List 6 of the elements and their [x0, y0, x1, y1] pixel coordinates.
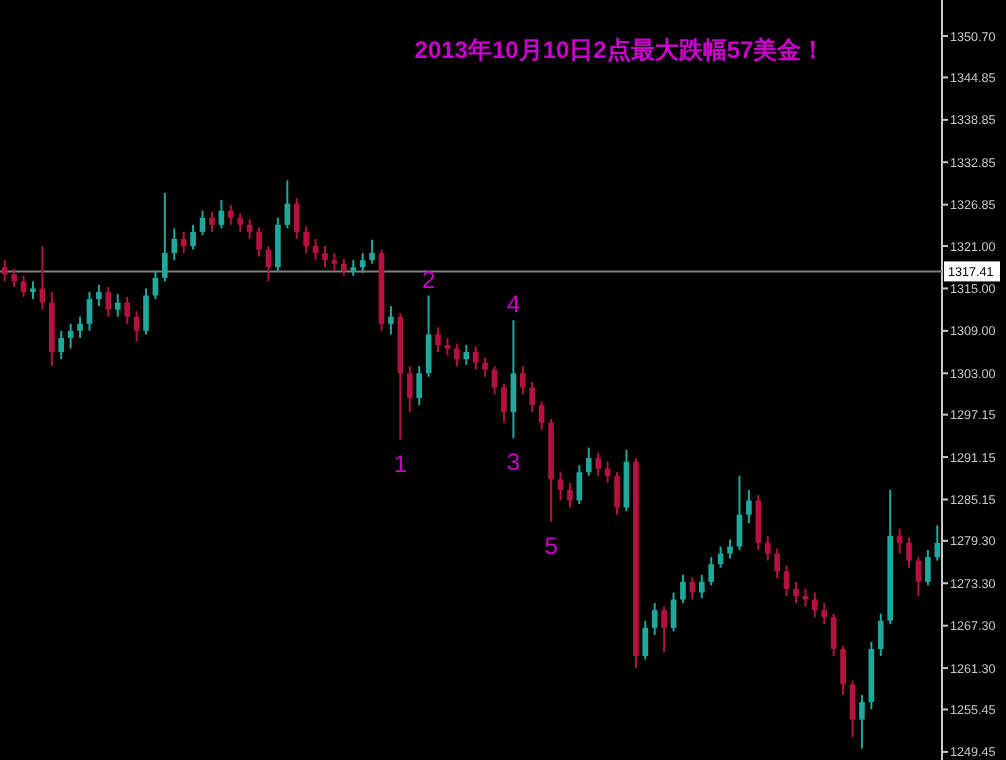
annotation: 1 [393, 449, 408, 478]
text: 2013年10月10日2点最大跌幅57美金！ [414, 36, 826, 64]
annotation: 2 [421, 265, 436, 294]
annotation: 3 [506, 448, 521, 477]
annotation: 4 [506, 290, 521, 319]
annotation: 5 [544, 531, 559, 560]
